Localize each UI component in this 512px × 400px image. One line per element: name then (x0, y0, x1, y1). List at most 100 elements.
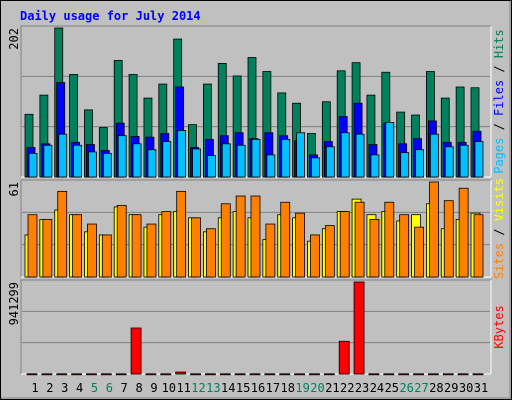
bar (458, 187, 469, 278)
x-tick-label: 26 (399, 381, 413, 395)
bar (414, 226, 424, 278)
x-tick-label: 16 (251, 381, 265, 395)
bar (323, 373, 335, 376)
bar (472, 373, 484, 376)
bar (147, 149, 157, 178)
bar (86, 373, 97, 376)
bar (280, 201, 291, 278)
x-tick-label: 19 (295, 381, 309, 395)
legend-entry: Sites (492, 243, 506, 279)
x-tick-label: 8 (135, 381, 142, 395)
bar (205, 228, 216, 278)
bar (116, 204, 127, 278)
x-tick-label: 20 (310, 381, 324, 395)
bar (115, 373, 127, 376)
bar (355, 133, 365, 178)
x-tick-label: 14 (221, 381, 235, 395)
bar (101, 234, 112, 278)
bar (235, 195, 246, 278)
x-tick-label: 10 (162, 381, 176, 395)
bar (88, 151, 97, 178)
x-tick-label: 9 (150, 381, 157, 395)
bar (384, 201, 395, 278)
bar (249, 373, 261, 376)
x-tick-label: 28 (429, 381, 443, 395)
bar (236, 144, 246, 178)
bar (281, 138, 291, 178)
legend: Pages / Files / Hits (492, 29, 506, 174)
x-tick-label: 7 (121, 381, 128, 395)
bar (442, 373, 454, 376)
legend-entry: Files (492, 80, 506, 116)
bar (234, 373, 246, 376)
x-tick-label: 23 (355, 381, 369, 395)
bar (132, 143, 142, 178)
x-tick-label: 25 (385, 381, 399, 395)
bar (43, 144, 53, 178)
bar (266, 154, 276, 178)
bar (161, 211, 172, 278)
bar (190, 373, 201, 376)
x-tick-label: 24 (370, 381, 384, 395)
bar (415, 149, 424, 178)
bar (413, 373, 424, 376)
bar (353, 281, 365, 375)
bar (146, 223, 157, 278)
bar (474, 141, 484, 178)
bar (160, 373, 172, 376)
bar (459, 144, 469, 178)
bar (145, 373, 157, 376)
bar (176, 190, 187, 278)
bar (368, 373, 380, 376)
bar (429, 133, 439, 178)
legend-entry: KBytes (492, 305, 506, 348)
x-tick-label: 11 (176, 381, 190, 395)
x-tick-label: 5 (91, 381, 98, 395)
bar (204, 373, 216, 376)
x-tick-label: 22 (340, 381, 354, 395)
x-tick-label: 30 (459, 381, 473, 395)
bar (400, 152, 410, 178)
bar (279, 373, 291, 376)
bar (73, 144, 82, 178)
x-tick-label: 6 (106, 381, 113, 395)
bar (26, 373, 38, 376)
bar (296, 132, 306, 178)
legend-separator: / (492, 116, 506, 138)
bar (311, 157, 320, 178)
y-tick-label: 61 (7, 182, 21, 196)
bar (444, 146, 454, 178)
x-tick-label: 13 (206, 381, 220, 395)
legend-entry: Visits (492, 178, 506, 221)
x-tick-label: 2 (46, 381, 53, 395)
y-tick-label: 202 (7, 28, 21, 50)
bar (28, 152, 38, 178)
legend: KBytes (492, 305, 506, 348)
bar (191, 217, 201, 278)
bar (251, 138, 261, 178)
bar (309, 373, 320, 376)
bar (117, 135, 127, 178)
bar (399, 214, 410, 278)
legend-separator: / (492, 58, 506, 80)
bar (295, 212, 306, 278)
bar (102, 152, 112, 178)
bar (57, 190, 68, 278)
bar (56, 373, 68, 376)
bar (339, 211, 350, 278)
bar (443, 200, 454, 278)
bar (294, 373, 306, 376)
bar (87, 223, 97, 278)
legend: Sites / Visits (492, 178, 506, 279)
x-tick-label: 12 (191, 381, 205, 395)
x-tick-label: 4 (76, 381, 83, 395)
bar (131, 214, 142, 278)
bar (41, 373, 53, 376)
bar (264, 373, 276, 376)
bar (325, 146, 335, 178)
bar (192, 148, 201, 178)
bar (383, 373, 395, 376)
bar (265, 223, 276, 278)
bar (457, 373, 469, 376)
